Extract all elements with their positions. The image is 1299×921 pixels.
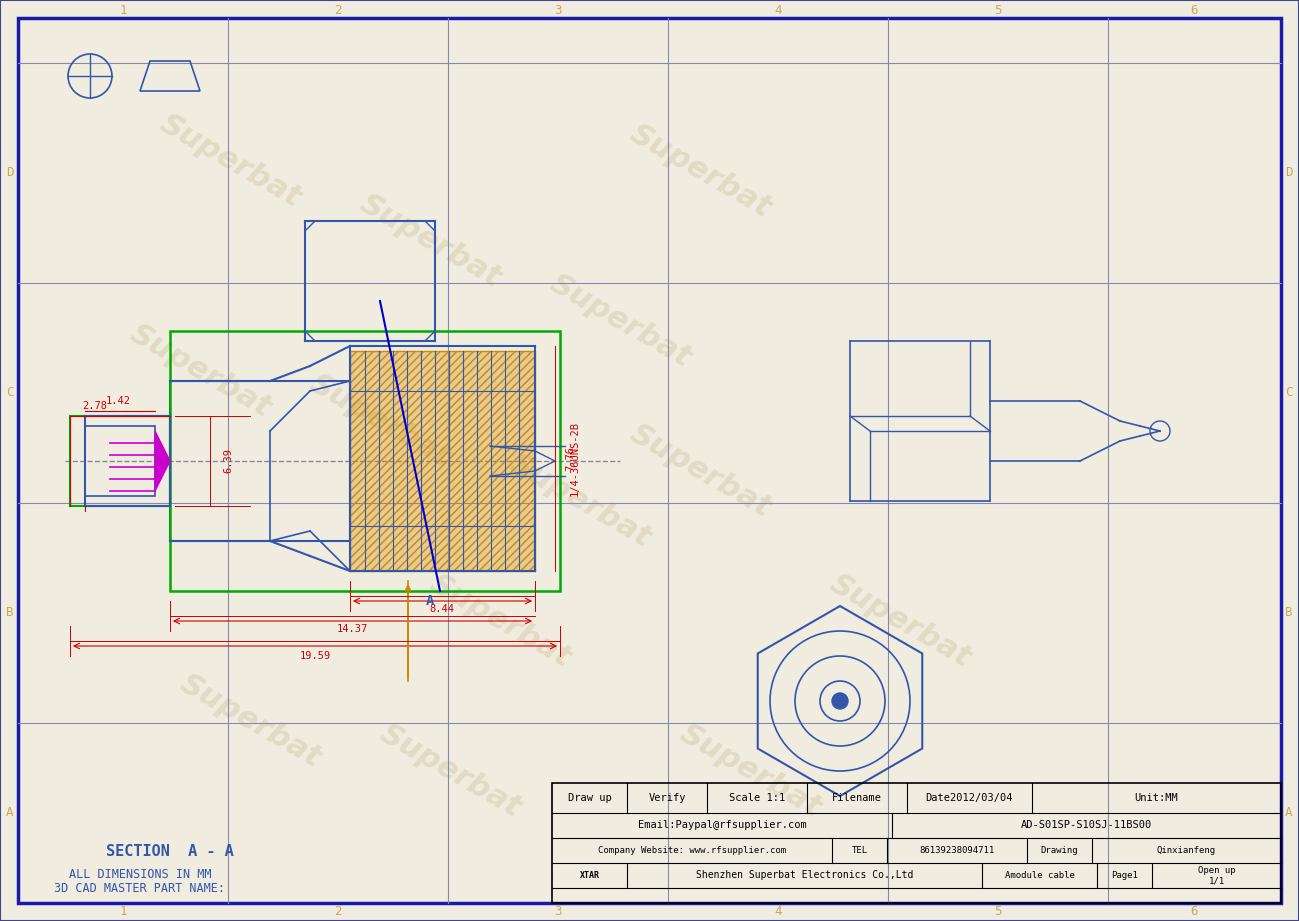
Text: Date2012/03/04: Date2012/03/04 xyxy=(926,793,1013,803)
Bar xyxy=(170,331,560,591)
Text: D: D xyxy=(6,167,14,180)
Text: 5: 5 xyxy=(994,904,1002,917)
Text: Draw up: Draw up xyxy=(568,793,612,803)
Text: 6: 6 xyxy=(1191,904,1198,917)
Text: Filename: Filename xyxy=(831,793,882,803)
Text: AD-S01SP-S10SJ-11BS00: AD-S01SP-S10SJ-11BS00 xyxy=(1021,821,1152,831)
Text: Superbat: Superbat xyxy=(504,449,656,554)
Text: 2: 2 xyxy=(334,5,342,17)
Text: 8.44: 8.44 xyxy=(430,604,455,614)
Text: Amodule cable: Amodule cable xyxy=(1004,871,1074,880)
Text: 7.76: 7.76 xyxy=(565,447,575,472)
Text: Superbat: Superbat xyxy=(304,368,456,473)
Text: B: B xyxy=(6,607,14,620)
Text: 3: 3 xyxy=(555,904,561,917)
Text: Drawing: Drawing xyxy=(1040,846,1078,855)
Text: Superbat: Superbat xyxy=(674,719,826,823)
Text: Superbat: Superbat xyxy=(355,189,505,293)
Text: 14.37: 14.37 xyxy=(336,624,368,634)
Text: 4: 4 xyxy=(774,904,782,917)
Text: A: A xyxy=(426,594,434,608)
Text: Superbat: Superbat xyxy=(125,319,275,423)
Polygon shape xyxy=(155,431,170,491)
Text: 1: 1 xyxy=(120,5,127,17)
Text: Email:Paypal@rfsupplier.com: Email:Paypal@rfsupplier.com xyxy=(638,821,807,831)
Text: Superbat: Superbat xyxy=(425,569,575,673)
Text: 1.42: 1.42 xyxy=(105,396,130,406)
Text: 6: 6 xyxy=(1191,5,1198,17)
Text: Superbat: Superbat xyxy=(625,419,776,523)
Text: 2: 2 xyxy=(334,904,342,917)
Text: Superbat: Superbat xyxy=(374,719,526,823)
Text: Open up
1/1: Open up 1/1 xyxy=(1198,866,1235,885)
Bar xyxy=(84,426,155,496)
Text: 3D CAD MASTER PART NAME:: 3D CAD MASTER PART NAME: xyxy=(55,881,226,894)
Text: C: C xyxy=(1285,387,1293,400)
Text: ALL DIMENSIONS IN MM: ALL DIMENSIONS IN MM xyxy=(69,868,212,880)
Text: Scale 1:1: Scale 1:1 xyxy=(729,793,785,803)
Text: 5: 5 xyxy=(994,5,1002,17)
Text: Superbat: Superbat xyxy=(174,669,326,773)
Text: 19.59: 19.59 xyxy=(299,651,331,661)
Text: Company Website: www.rfsupplier.com: Company Website: www.rfsupplier.com xyxy=(598,846,786,855)
Text: 2.78: 2.78 xyxy=(83,401,108,411)
Bar xyxy=(349,351,535,571)
Text: C: C xyxy=(6,387,14,400)
Text: Superbat: Superbat xyxy=(824,569,976,673)
Text: Superbat: Superbat xyxy=(625,119,776,223)
Text: Qinxianfeng: Qinxianfeng xyxy=(1157,846,1216,855)
Text: 6.39: 6.39 xyxy=(223,449,233,473)
Text: 1: 1 xyxy=(120,904,127,917)
Bar xyxy=(70,416,170,506)
Bar xyxy=(170,381,349,541)
Text: 4: 4 xyxy=(774,5,782,17)
Text: Page1: Page1 xyxy=(1111,871,1138,880)
Text: D: D xyxy=(1285,167,1293,180)
Text: SECTION  A - A: SECTION A - A xyxy=(107,844,234,858)
Text: 3: 3 xyxy=(555,5,561,17)
Circle shape xyxy=(831,693,848,709)
Text: Verify: Verify xyxy=(648,793,686,803)
Text: 1/4-36UNS-2B: 1/4-36UNS-2B xyxy=(570,422,579,496)
Bar xyxy=(552,783,1281,903)
Text: Unit:MM: Unit:MM xyxy=(1134,793,1178,803)
Text: 86139238094711: 86139238094711 xyxy=(920,846,995,855)
Text: XTAR: XTAR xyxy=(579,871,600,880)
Text: Shenzhen Superbat Electronics Co.,Ltd: Shenzhen Superbat Electronics Co.,Ltd xyxy=(696,870,913,880)
Text: B: B xyxy=(1285,607,1293,620)
Text: Superbat: Superbat xyxy=(544,269,696,373)
Text: A: A xyxy=(1285,807,1293,820)
Text: Superbat: Superbat xyxy=(155,109,305,213)
Text: TEL: TEL xyxy=(851,846,868,855)
Text: A: A xyxy=(6,807,14,820)
